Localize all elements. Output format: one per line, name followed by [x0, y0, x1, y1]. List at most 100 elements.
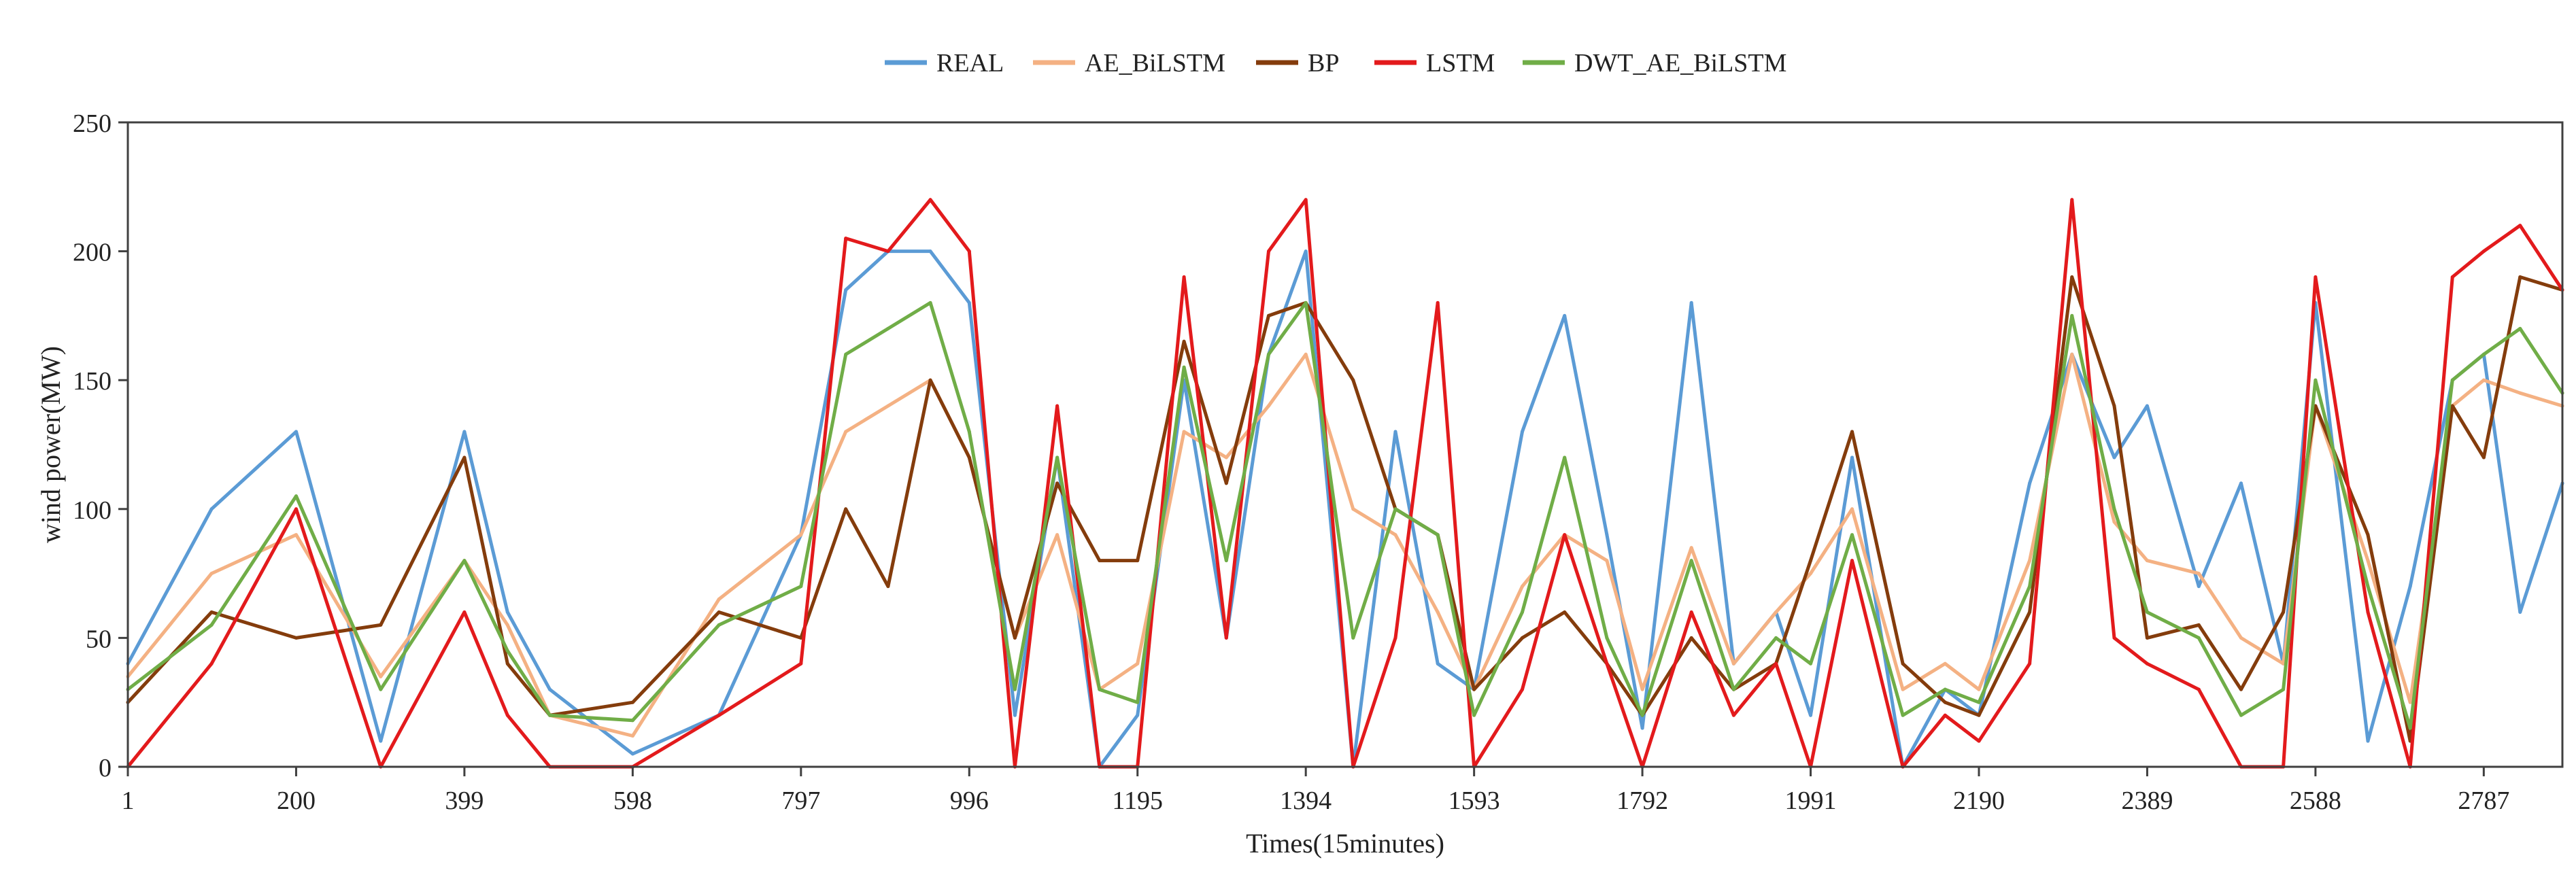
x-tick-label: 2588: [2290, 787, 2341, 815]
data-point: [1943, 661, 1947, 666]
x-tick-label: 1: [122, 787, 135, 815]
data-point: [462, 559, 467, 563]
data-point: [717, 610, 721, 614]
data-point: [1267, 313, 1270, 317]
data-point: [294, 636, 298, 640]
data-point: [1605, 533, 1609, 537]
data-point: [1224, 559, 1228, 563]
y-tick-label: 50: [86, 625, 112, 653]
data-point: [1689, 610, 1693, 614]
x-tick-label: 200: [277, 787, 316, 815]
data-point: [1809, 559, 1812, 563]
data-point: [2145, 559, 2149, 563]
data-point: [209, 661, 214, 666]
data-point: [1563, 610, 1567, 614]
x-axis: 1 200 399 598 797 996 1195 1394 1593 1792 1991 2190…: [122, 767, 2509, 815]
data-point: [1901, 713, 1905, 717]
x-tick-label: 797: [781, 787, 820, 815]
data-point: [1436, 661, 1440, 666]
legend-item: LSTM: [1374, 49, 1495, 77]
data-point: [2481, 378, 2486, 382]
data-point: [2197, 585, 2201, 589]
data-point: [1351, 636, 1355, 640]
data-point: [1182, 275, 1186, 279]
legend-item: REAL: [885, 49, 1004, 77]
data-point: [1055, 455, 1060, 460]
data-point: [2028, 585, 2032, 589]
data-point: [379, 687, 383, 691]
data-point: [462, 610, 467, 614]
data-point: [548, 713, 552, 717]
data-point: [1472, 713, 1476, 717]
data-point: [1901, 687, 1905, 691]
data-point: [1640, 713, 1644, 717]
series-line: [126, 352, 2564, 738]
data-point: [1809, 713, 1812, 717]
data-point: [2028, 661, 2032, 666]
data-point: [2518, 391, 2522, 395]
data-point: [1351, 507, 1355, 511]
data-point: [2366, 739, 2370, 743]
data-point: [1436, 300, 1440, 305]
x-axis-label: Times(15minutes): [1246, 828, 1444, 859]
legend-label: DWT_AE_BiLSTM: [1574, 49, 1786, 77]
data-point: [1774, 636, 1778, 640]
data-point: [2028, 610, 2032, 614]
data-point: [294, 494, 298, 498]
data-point: [2282, 687, 2286, 691]
data-point: [928, 249, 932, 254]
data-point: [1098, 559, 1102, 563]
data-point: [2314, 275, 2318, 279]
data-point: [1943, 687, 1947, 691]
data-point: [2481, 455, 2486, 460]
data-point: [1731, 713, 1735, 717]
data-point: [2481, 249, 2486, 254]
data-point: [844, 288, 848, 292]
data-point: [1977, 739, 1981, 743]
data-point: [1640, 726, 1644, 730]
x-tick-label: 1394: [1280, 787, 1332, 815]
data-point: [1393, 533, 1397, 537]
data-point: [630, 719, 634, 723]
y-axis: 0 50 100 150 200 250: [73, 109, 128, 782]
data-point: [2239, 687, 2243, 691]
data-point: [928, 198, 932, 202]
data-point: [2282, 610, 2286, 614]
data-point: [844, 352, 848, 356]
data-point: [379, 674, 383, 678]
data-point: [799, 661, 803, 666]
data-point: [1850, 455, 1854, 460]
x-tick-label: 1792: [1616, 787, 1668, 815]
data-point: [2366, 533, 2370, 537]
y-tick-label: 100: [73, 496, 112, 525]
data-point: [1436, 610, 1440, 614]
x-tick-label: 598: [613, 787, 652, 815]
data-point: [1055, 533, 1060, 537]
x-tick-label: 2787: [2458, 787, 2509, 815]
data-point: [209, 610, 214, 614]
data-point: [1689, 300, 1693, 305]
data-point: [844, 237, 848, 241]
data-point: [294, 507, 298, 511]
series-layer: [126, 198, 2564, 769]
data-point: [2366, 585, 2370, 589]
series-line: [126, 198, 2564, 769]
data-point: [1850, 430, 1854, 434]
data-point: [1472, 687, 1476, 691]
data-point: [1563, 533, 1567, 537]
data-point: [717, 713, 721, 717]
data-point: [2408, 700, 2412, 704]
data-point: [1689, 546, 1693, 550]
data-point: [2070, 275, 2074, 279]
data-point: [1901, 661, 1905, 666]
data-point: [1605, 661, 1609, 666]
data-point: [844, 430, 848, 434]
data-point: [379, 623, 383, 627]
data-point: [2028, 559, 2032, 563]
data-point: [1521, 636, 1524, 640]
data-point: [1013, 636, 1017, 640]
data-point: [1224, 636, 1228, 640]
data-point: [2408, 726, 2412, 730]
data-point: [2197, 636, 2201, 640]
data-point: [505, 610, 509, 614]
